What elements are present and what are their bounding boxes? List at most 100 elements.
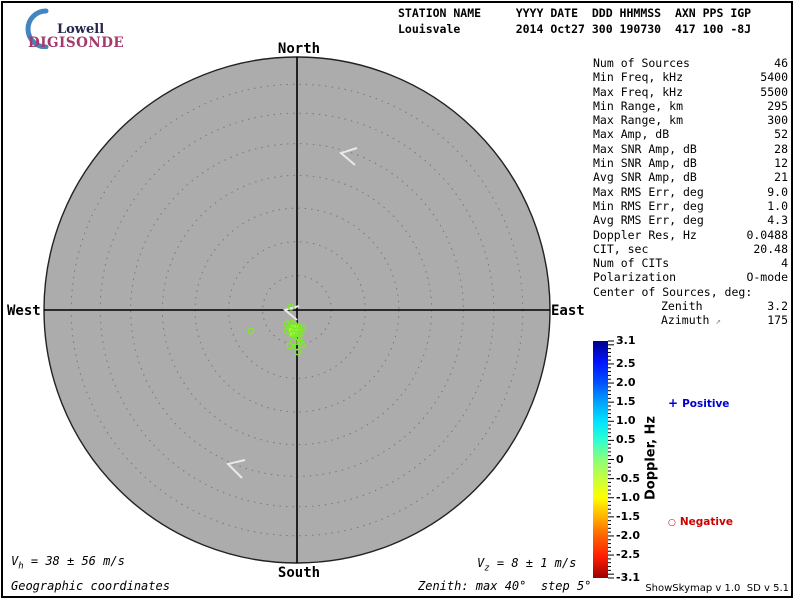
stat-row: Azimuth ↗ 175 [593, 313, 788, 327]
source-dot [292, 333, 300, 341]
stat-value: O-mode [746, 270, 788, 285]
stat-value: 0.0488 [746, 227, 788, 242]
zenith-range-note: Zenith: max 40° step 5° [418, 579, 592, 593]
drift-arrow-icon [338, 147, 358, 166]
stat-value: 5500 [760, 84, 788, 99]
colorbar-tick-label: -2.0 [616, 528, 641, 542]
stat-row: Avg SNR Amp, dB 21 [593, 170, 788, 184]
stat-label: Num of Sources [593, 56, 690, 70]
positive-label: Positive [682, 398, 730, 410]
stat-value: 5400 [760, 70, 788, 85]
compass-west-label: West [7, 303, 41, 319]
azimuth-direction-icon: ↗ [715, 317, 721, 328]
crescent-icon [25, 8, 49, 49]
stat-row: Doppler Res, Hz 0.0488 [593, 228, 788, 242]
stat-value: 52 [774, 127, 788, 142]
stat-row: Min Freq, kHz 5400 [593, 70, 788, 84]
stat-row: Polarization O-mode [593, 270, 788, 284]
source-dot [287, 303, 295, 311]
logo-lowell-text: Lowell [57, 22, 105, 37]
stat-value: 20.48 [753, 241, 788, 256]
colorbar-tick-label: 3.1 [616, 334, 636, 347]
stat-row: Max RMS Err, deg 9.0 [593, 185, 788, 199]
stat-label: Max RMS Err, deg [593, 184, 704, 199]
stat-row: Max Amp, dB 52 [593, 127, 788, 141]
positive-doppler-legend: + Positive [668, 396, 729, 410]
logo-digisonde-text: DIGISONDE [28, 35, 125, 51]
colorbar-tick-label: 2.0 [616, 376, 636, 390]
stat-label: Max SNR Amp, dB [593, 141, 697, 156]
stat-row: Max Freq, kHz 5500 [593, 85, 788, 99]
colorbar-tick-label: -1.5 [616, 509, 641, 523]
stat-row: Min Range, km 295 [593, 99, 788, 113]
header-values-row: Louisvale 2014 Oct27 300 190730 417 100 … [398, 22, 752, 36]
stat-label: Avg RMS Err, deg [593, 213, 704, 228]
stat-label: Azimuth ↗ [661, 313, 721, 328]
source-dot [286, 342, 294, 350]
stat-row: Avg RMS Err, deg 4.3 [593, 213, 788, 227]
stat-label: Min SNR Amp, dB [593, 156, 697, 171]
colorbar-tick-label: -2.5 [616, 548, 641, 562]
stat-value: 1.0 [767, 198, 788, 213]
source-dot [298, 341, 306, 349]
stat-row: Min RMS Err, deg 1.0 [593, 199, 788, 213]
negative-label: Negative [679, 516, 733, 528]
source-dot [294, 348, 302, 356]
stat-value: 28 [774, 141, 788, 156]
stat-value: 9.0 [767, 184, 788, 199]
colorbar-tick-label: 2.5 [616, 356, 636, 370]
stat-row: Center of Sources, deg: [593, 285, 788, 299]
stat-value: 295 [767, 98, 788, 113]
colorbar-tick-label: 0 [616, 452, 624, 466]
stat-value: 46 [774, 56, 788, 70]
drift-arrow-icon [226, 459, 246, 479]
lowell-digisonde-logo: Lowell DIGISONDE [10, 5, 240, 51]
stat-value: 12 [774, 156, 788, 171]
circle-marker-icon: ○ [668, 518, 676, 528]
stat-label: Min Range, km [593, 98, 684, 113]
stat-label: Min Freq, kHz [593, 70, 684, 85]
stat-label: Zenith [661, 299, 703, 314]
stat-value: 4.3 [767, 213, 788, 228]
stat-row: Zenith 3.2 [593, 299, 788, 313]
stat-label: Min RMS Err, deg [593, 198, 704, 213]
stat-label: CIT, sec [593, 241, 649, 256]
stat-value: 175 [767, 313, 788, 328]
stat-label: Num of CITs [593, 256, 670, 271]
stat-label: Center of Sources, deg: [593, 284, 753, 299]
stat-label: Polarization [593, 270, 677, 285]
colorbar-tick-label: -0.5 [616, 471, 641, 485]
source-dot [295, 334, 303, 342]
colorbar-tick-label: -1.0 [616, 490, 641, 504]
colorbar-tick-label: -3.1 [616, 571, 641, 584]
plus-marker-icon: + [668, 396, 679, 410]
stat-value: 21 [774, 170, 788, 185]
stat-value: 4 [781, 256, 788, 271]
colorbar-ticks [608, 340, 614, 579]
colorbar-tick-label: 0.5 [616, 433, 636, 447]
negative-doppler-legend: ○ Negative [668, 516, 733, 528]
stat-row: CIT, sec 20.48 [593, 242, 788, 256]
stat-row: Num of CITs 4 [593, 256, 788, 270]
header-columns-row: STATION NAME YYYY DATE DDD HHMMSS AXN PP… [398, 6, 752, 20]
colorbar-tick-label: 1.0 [616, 414, 636, 428]
stat-row: Min SNR Amp, dB 12 [593, 156, 788, 170]
horizontal-velocity-readout: Vh = 38 ± 56 m/s [11, 554, 125, 572]
stat-row: Num of Sources 46 [593, 56, 788, 70]
vertical-velocity-readout: Vz = 8 ± 1 m/s [477, 556, 577, 574]
compass-south-label: South [277, 565, 321, 581]
doppler-colorbar [593, 341, 608, 578]
stat-row: Max Range, km 300 [593, 113, 788, 127]
stat-value: 300 [767, 113, 788, 128]
stat-row: Max SNR Amp, dB 28 [593, 142, 788, 156]
colorbar-tick-label: 1.5 [616, 395, 636, 409]
colorbar-axis-title: Doppler, Hz [643, 415, 659, 501]
stat-label: Doppler Res, Hz [593, 227, 697, 242]
compass-north-label: North [277, 41, 321, 57]
source-dot [247, 327, 255, 335]
coordinate-system-label: Geographic coordinates [11, 579, 170, 593]
compass-east-label: East [551, 303, 585, 319]
stats-panel: Num of Sources 46 Min Freq, kHz 5400 Max Fre… [593, 56, 788, 328]
